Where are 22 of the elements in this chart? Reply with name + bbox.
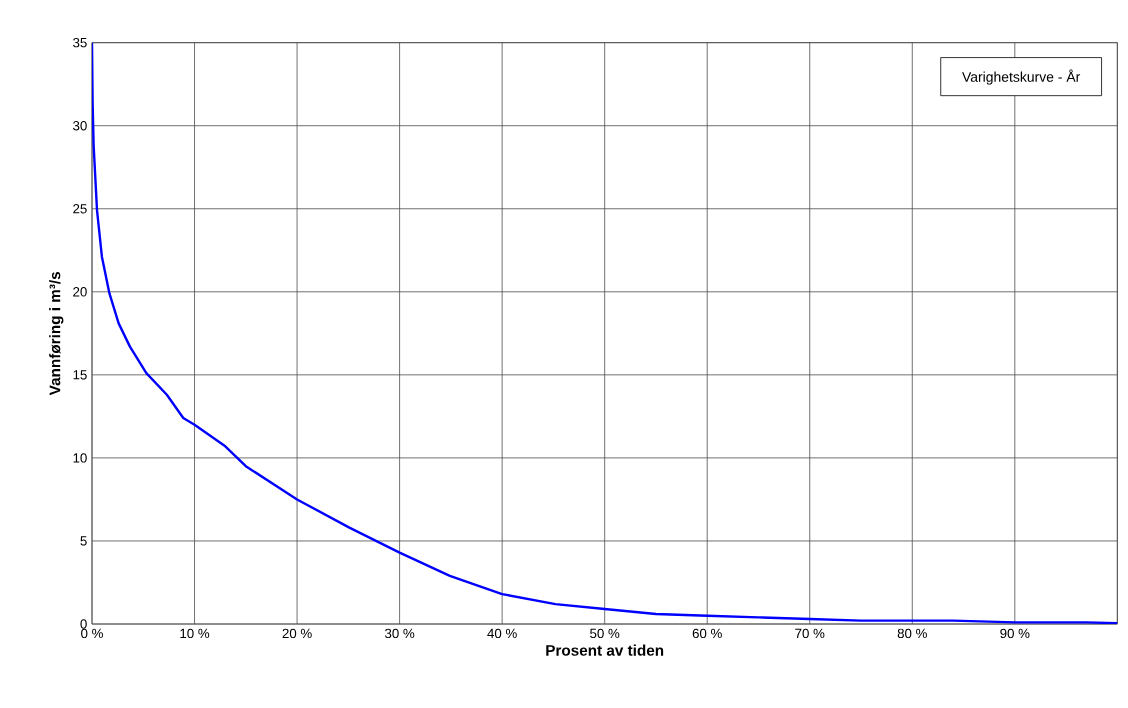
line-series [92, 42, 1118, 624]
x-tick-label: 80 % [897, 628, 927, 639]
x-tick-label: 10 % [180, 628, 210, 639]
y-tick-label: 30 [73, 121, 87, 131]
y-tick-label: 25 [73, 204, 87, 214]
x-axis-title: Prosent av tiden [546, 644, 664, 656]
x-tick-label: 40 % [487, 628, 517, 639]
x-tick-label: 20 % [282, 628, 312, 639]
x-tick-label: 0 % [81, 628, 103, 639]
y-tick-label: 15 [73, 370, 87, 380]
y-tick-label: 0 [80, 619, 87, 629]
x-tick-label: 50 % [590, 628, 620, 639]
x-tick-label: 60 % [692, 628, 722, 639]
x-tick-label: 90 % [1000, 628, 1030, 639]
y-tick-label: 5 [80, 536, 87, 546]
text: Varighetskurve - År [962, 69, 1081, 85]
x-tick-label: 30 % [384, 628, 415, 639]
y-axis-title: Vannføring i m³/s [49, 271, 64, 396]
y-tick-label: 35 [73, 37, 87, 48]
x-tick-label: 70 % [795, 628, 825, 639]
y-tick-label: 20 [73, 287, 87, 297]
y-tick-label: 10 [73, 453, 87, 463]
